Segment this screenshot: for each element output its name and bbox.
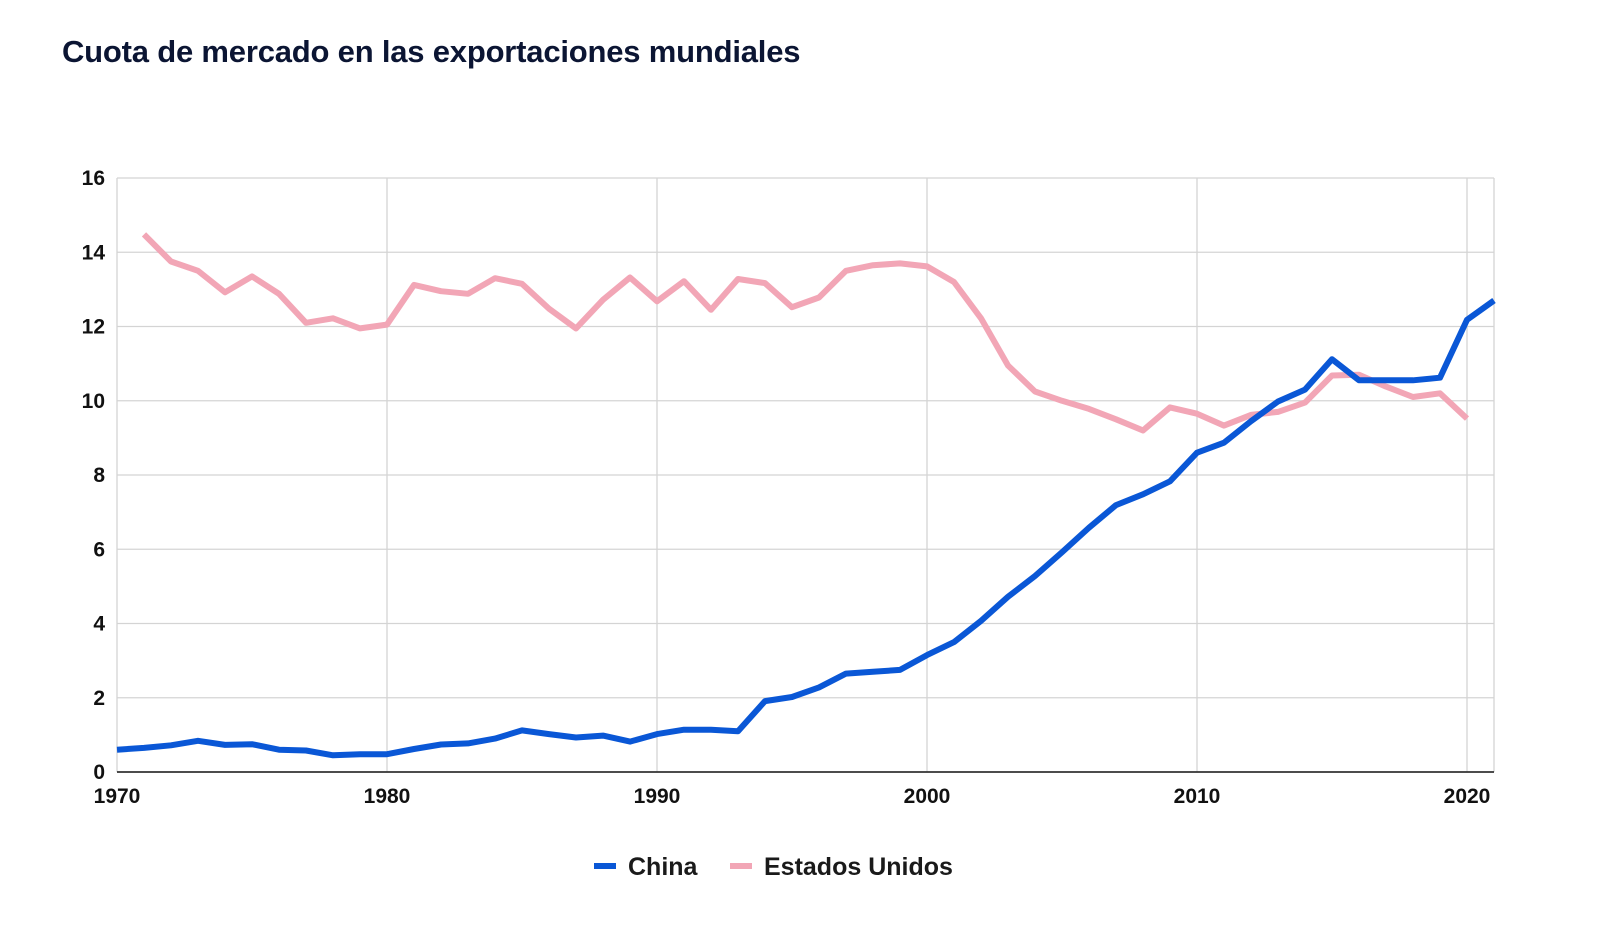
chart-title: Cuota de mercado en las exportaciones mu… [62,34,801,69]
x-tick-label: 2010 [1174,785,1221,808]
x-tick-label: 2000 [904,785,951,808]
x-tick-label: 1970 [94,785,141,808]
y-tick-label: 16 [82,167,105,190]
x-tick-label: 1990 [634,785,681,808]
y-tick-label: 14 [82,241,106,264]
x-tick-label: 2020 [1444,785,1491,808]
y-tick-label: 0 [93,761,105,784]
y-tick-label: 10 [82,390,105,413]
series-line-estados-unidos [141,232,1470,434]
series-line-china [116,298,1496,759]
x-tick-label: 1980 [364,785,411,808]
y-tick-label: 6 [93,538,105,561]
y-tick-label: 8 [93,464,105,487]
y-tick-label: 2 [93,687,105,710]
axis-layer: 0 2 4 6 8 10 12 14 16 1970 1980 1990 2000 2010 2020 [82,167,1494,808]
y-tick-label: 4 [93,613,105,636]
legend-label-estados-unidos: Estados Unidos [764,853,953,881]
legend: China Estados Unidos [594,853,953,881]
legend-label-china: China [628,853,699,881]
grid-layer [116,177,1495,772]
series-layer [116,232,1496,759]
y-tick-label: 12 [82,316,105,339]
